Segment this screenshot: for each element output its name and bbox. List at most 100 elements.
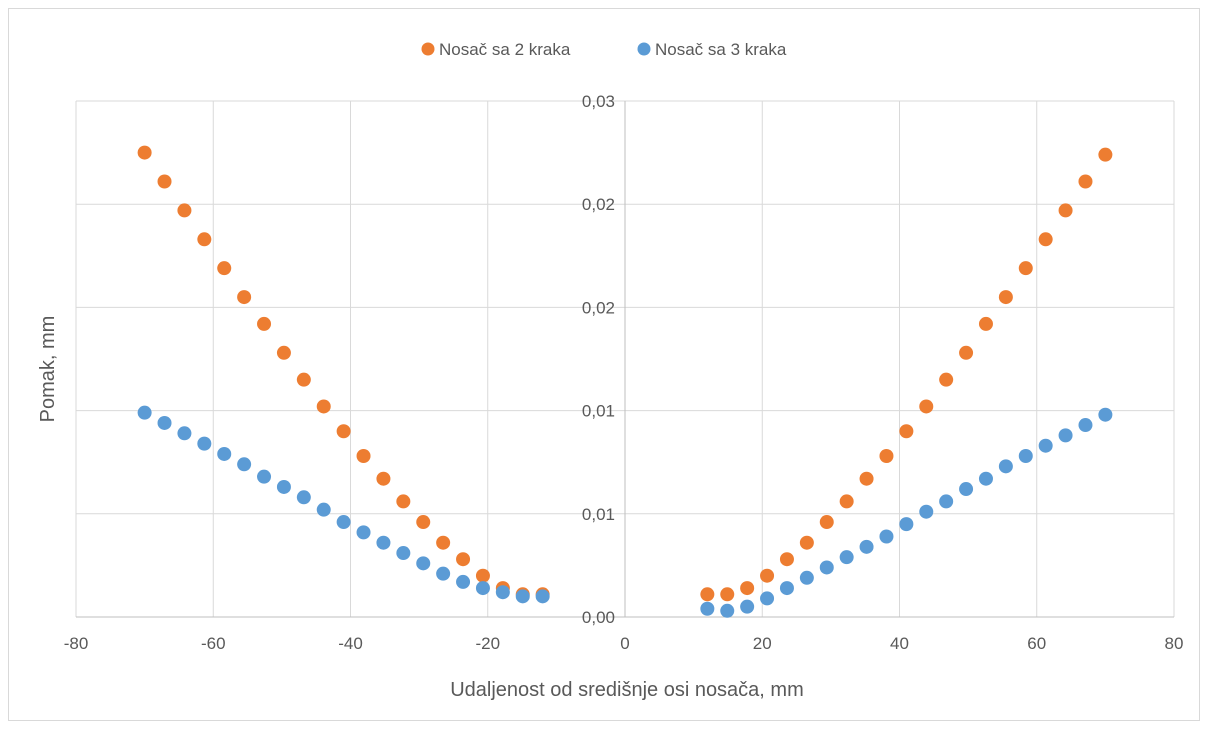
legend: Nosač sa 2 kraka Nosač sa 3 kraka bbox=[421, 40, 787, 59]
data-point bbox=[978, 471, 993, 486]
data-point bbox=[959, 482, 974, 497]
data-point bbox=[740, 581, 755, 596]
data-point bbox=[416, 515, 431, 530]
data-point bbox=[197, 436, 212, 451]
data-point bbox=[760, 591, 775, 606]
data-point bbox=[475, 581, 490, 596]
data-point bbox=[316, 399, 331, 414]
data-point bbox=[376, 471, 391, 486]
data-point bbox=[177, 203, 192, 218]
data-point bbox=[799, 535, 814, 550]
data-point bbox=[720, 603, 735, 618]
data-point bbox=[495, 585, 510, 600]
data-point bbox=[356, 525, 371, 540]
series-2-points bbox=[137, 405, 1113, 618]
data-point bbox=[535, 589, 550, 604]
data-point bbox=[919, 399, 934, 414]
data-point bbox=[779, 581, 794, 596]
data-point bbox=[700, 601, 715, 616]
scatter-chart: -80 -60 -40 -20 0 20 40 60 80 0,000,010,010,020,… bbox=[37, 40, 1184, 701]
data-point bbox=[859, 539, 874, 554]
x-tick-label: -60 bbox=[201, 634, 226, 653]
data-point bbox=[436, 535, 451, 550]
data-point bbox=[700, 587, 715, 602]
x-tick-label: 0 bbox=[620, 634, 629, 653]
data-point bbox=[919, 504, 934, 519]
data-point bbox=[257, 469, 272, 484]
data-point bbox=[899, 517, 914, 532]
data-point bbox=[296, 372, 311, 387]
data-point bbox=[740, 599, 755, 614]
data-point bbox=[356, 449, 371, 464]
data-point bbox=[819, 560, 834, 575]
data-point bbox=[1078, 174, 1093, 189]
data-point bbox=[217, 261, 232, 276]
x-tick-label: -40 bbox=[338, 634, 363, 653]
data-point bbox=[336, 515, 351, 530]
data-point bbox=[839, 494, 854, 509]
x-tick-label: 80 bbox=[1165, 634, 1184, 653]
data-point bbox=[475, 568, 490, 583]
axes bbox=[76, 101, 1174, 618]
data-point bbox=[416, 556, 431, 571]
data-point bbox=[436, 566, 451, 581]
data-point bbox=[1038, 438, 1053, 453]
data-point bbox=[257, 316, 272, 331]
data-point bbox=[396, 546, 411, 561]
data-point bbox=[720, 587, 735, 602]
x-tick-label: 20 bbox=[753, 634, 772, 653]
data-points bbox=[137, 145, 1113, 618]
y-axis-title: Pomak, mm bbox=[37, 316, 59, 423]
data-point bbox=[157, 415, 172, 430]
data-point bbox=[316, 502, 331, 517]
data-point bbox=[779, 552, 794, 567]
y-tick-label: 0,00 bbox=[582, 608, 615, 627]
data-point bbox=[959, 345, 974, 360]
data-point bbox=[456, 552, 471, 567]
data-point bbox=[998, 459, 1013, 474]
x-tick-label: 60 bbox=[1027, 634, 1046, 653]
data-point bbox=[899, 424, 914, 439]
data-point bbox=[515, 589, 530, 604]
y-tick-label: 0,02 bbox=[582, 195, 615, 214]
data-point bbox=[939, 494, 954, 509]
data-point bbox=[237, 290, 252, 305]
data-point bbox=[1018, 261, 1033, 276]
data-point bbox=[137, 405, 152, 420]
x-tick-label: 40 bbox=[890, 634, 909, 653]
data-point bbox=[839, 550, 854, 565]
legend-marker-series-2 bbox=[637, 42, 651, 56]
x-tick-label: -80 bbox=[64, 634, 89, 653]
data-point bbox=[939, 372, 954, 387]
chart-area: -80 -60 -40 -20 0 20 40 60 80 0,00 0,01 0,01 0,02 0,… bbox=[8, 8, 1200, 721]
y-tick-label: 0,01 bbox=[582, 505, 615, 524]
data-point bbox=[197, 232, 212, 247]
x-axis-title: Udaljenost od središnje osi nosača, mm bbox=[450, 679, 804, 701]
data-point bbox=[396, 494, 411, 509]
data-point bbox=[1098, 147, 1113, 162]
data-point bbox=[819, 515, 834, 530]
data-point bbox=[217, 446, 232, 461]
data-point bbox=[336, 424, 351, 439]
data-point bbox=[978, 316, 993, 331]
y-tick-labels: 0,00 0,01 0,01 0,02 0,02 0,03 bbox=[582, 92, 615, 627]
data-point bbox=[376, 535, 391, 550]
data-point bbox=[879, 449, 894, 464]
x-tick-label: -20 bbox=[475, 634, 500, 653]
data-point bbox=[1058, 203, 1073, 218]
data-point bbox=[137, 145, 152, 160]
legend-label-series-2: Nosač sa 3 kraka bbox=[655, 40, 787, 59]
data-point bbox=[998, 290, 1013, 305]
data-point bbox=[859, 471, 874, 486]
legend-marker-series-1 bbox=[421, 42, 435, 56]
data-point bbox=[456, 574, 471, 589]
data-point bbox=[879, 529, 894, 544]
data-point bbox=[760, 568, 775, 583]
legend-label-series-1: Nosač sa 2 kraka bbox=[439, 40, 571, 59]
data-point bbox=[1098, 407, 1113, 422]
data-point bbox=[237, 457, 252, 472]
data-point bbox=[1038, 232, 1053, 247]
y-tick-label: 0,01 bbox=[582, 402, 615, 421]
data-point bbox=[1058, 428, 1073, 443]
data-point bbox=[276, 479, 291, 494]
